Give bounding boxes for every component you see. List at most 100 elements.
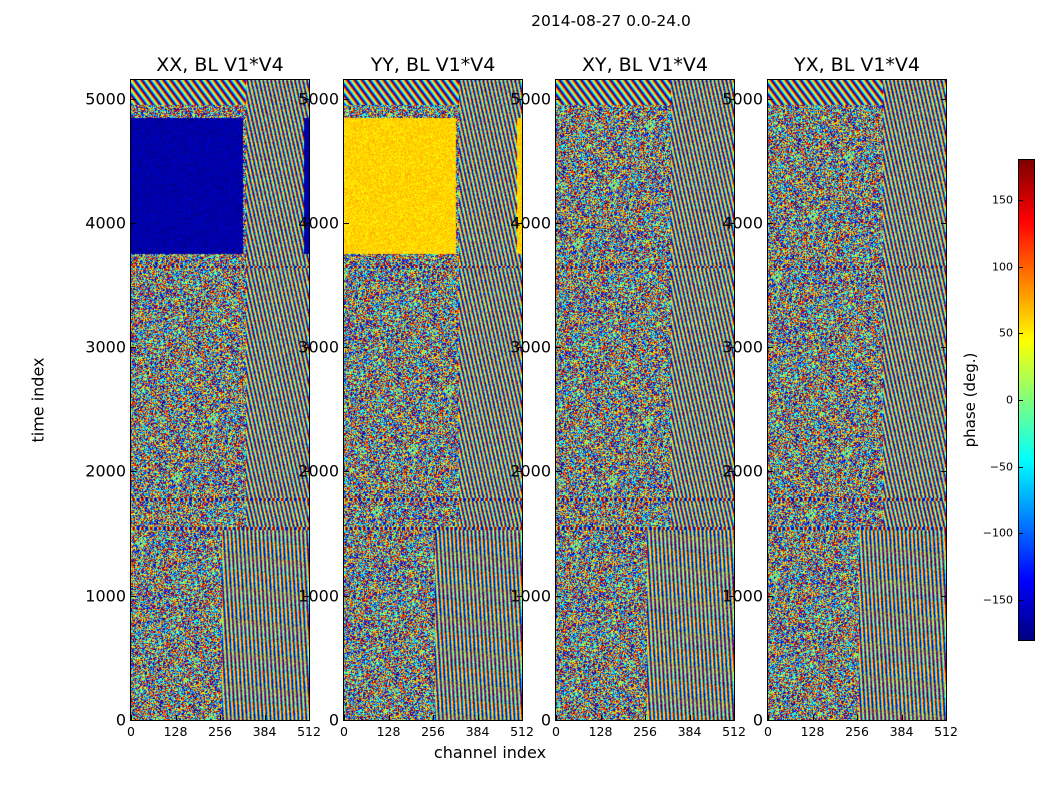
x-tick-mark [388,715,390,720]
x-tick-mark [344,715,345,720]
y-tick-mark [304,595,309,597]
y-tick-mark [131,471,136,473]
y-tick-label: 4000 [298,213,339,233]
y-tick-label: 1000 [85,586,126,606]
y-tick-label: 3000 [85,337,126,357]
colorbar-tick-mark [1019,333,1023,335]
x-tick-mark [768,715,769,720]
y-tick-mark [729,347,734,349]
y-tick-mark [768,347,773,349]
y-tick-mark [517,720,522,721]
y-tick-label: 5000 [298,89,339,109]
colorbar-tick-mark [1019,200,1023,201]
x-tick-label: 384 [252,724,277,739]
colorbar-tick-label: 100 [992,260,1013,274]
x-tick-mark [309,715,310,720]
y-tick-mark [729,222,734,224]
y-tick-mark [131,595,136,597]
y-tick-label: 2000 [510,461,551,481]
x-tick-label: 128 [588,724,613,739]
x-tick-mark [556,715,557,720]
x-axis-label: channel index [433,743,547,762]
x-tick-mark [600,715,602,720]
panel-yy: YY, BL V1*V4 [343,54,523,721]
x-tick-mark [522,715,523,720]
colorbar-tick-label: 150 [992,193,1013,207]
y-tick-label: 0 [328,710,339,730]
x-tick-mark [857,715,858,720]
x-tick-label: 128 [800,724,825,739]
x-tick-label: 512 [510,724,534,739]
panel-yx: YX, BL V1*V4 [767,54,947,721]
phase-heatmap [555,79,735,721]
y-tick-label: 4000 [85,213,126,233]
y-tick-label: 2000 [722,461,763,481]
panel-title: XX, BL V1*V4 [156,54,284,76]
x-tick-label: 0 [340,724,348,739]
x-tick-label: 512 [934,724,958,739]
y-tick-label: 2000 [85,461,126,481]
colorbar-tick-mark [1019,533,1023,535]
x-tick-mark [645,715,646,720]
y-tick-mark [941,347,946,349]
x-tick-mark [433,715,434,720]
x-tick-label: 0 [764,724,772,739]
y-tick-mark [304,98,309,100]
y-tick-mark [131,222,136,224]
y-tick-mark [344,720,349,721]
x-tick-mark [689,715,691,720]
x-tick-label: 384 [677,724,702,739]
y-tick-mark [344,222,349,224]
x-tick-mark [131,715,132,720]
y-tick-label: 5000 [722,89,763,109]
colorbar-label: phase (deg.) [961,352,979,448]
x-tick-label: 256 [845,724,869,739]
panel-xy: XY, BL V1*V4 [555,54,735,721]
y-tick-mark [941,471,946,473]
phase-heatmap [343,79,523,721]
y-tick-mark [131,347,136,349]
y-tick-label: 5000 [510,89,551,109]
y-tick-mark [304,720,309,721]
colorbar-tick-mark [1019,466,1023,468]
y-tick-label: 3000 [510,337,551,357]
y-tick-mark [344,595,349,597]
x-tick-mark [175,715,177,720]
y-tick-label: 4000 [510,213,551,233]
y-tick-mark [131,98,136,100]
y-tick-mark [304,471,309,473]
y-tick-label: 3000 [298,337,339,357]
y-tick-mark [556,98,561,100]
y-tick-label: 3000 [722,337,763,357]
y-tick-label: 1000 [722,586,763,606]
colorbar [1018,159,1035,641]
panel-title: XY, BL V1*V4 [581,54,709,76]
y-tick-label: 0 [115,710,126,730]
y-tick-mark [768,720,773,721]
y-tick-mark [344,98,349,100]
colorbar-tick-label: −150 [982,593,1013,607]
x-tick-mark [264,715,266,720]
y-tick-mark [941,98,946,100]
y-tick-mark [556,347,561,349]
y-tick-label: 5000 [85,89,126,109]
x-tick-mark [477,715,479,720]
phase-heatmap [767,79,947,721]
y-tick-mark [344,471,349,473]
y-tick-mark [556,595,561,597]
x-tick-mark [734,715,735,720]
panel-xx: XX, BL V1*V4 [130,54,310,721]
colorbar-tick-label: 0 [1006,393,1013,407]
x-tick-label: 384 [889,724,914,739]
x-tick-label: 512 [722,724,746,739]
colorbar-tick-label: −50 [989,460,1013,474]
y-tick-mark [729,471,734,473]
y-tick-mark [131,720,136,721]
y-tick-mark [729,720,734,721]
y-tick-mark [517,471,522,473]
panel-title: YY, BL V1*V4 [370,54,496,76]
x-tick-mark [946,715,947,720]
y-tick-mark [556,720,561,721]
y-tick-mark [941,595,946,597]
y-tick-mark [304,347,309,349]
